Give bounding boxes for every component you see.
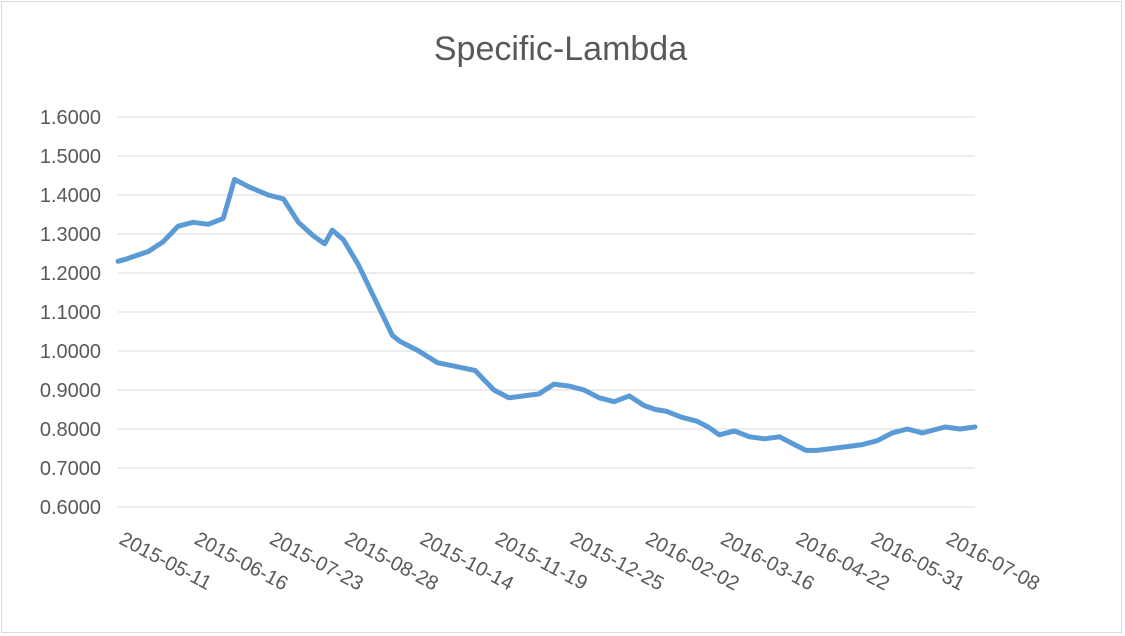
series-group [115,176,978,453]
y-tick-label: 0.8000 [40,419,101,441]
y-tick-label: 0.7000 [40,458,101,480]
chart-title: Specific-Lambda [433,30,688,68]
y-tick-label: 1.1000 [40,302,101,324]
y-tick-label: 0.9000 [40,380,101,402]
y-tick-label: 1.6000 [40,107,101,129]
gridlines [118,116,975,508]
y-tick-label: 1.2000 [40,263,101,285]
y-tick-label: 1.3000 [40,224,101,246]
y-tick-label: 1.4000 [40,185,101,207]
y-tick-labels: 0.6000 0.7000 0.8000 0.9000 1.0000 1.1000 1.20… [40,107,101,519]
series-line-0 [115,176,978,453]
x-tick-labels: 2015-05-112015-06-162015-07-232015-08-28… [116,528,1044,595]
y-tick-label: 1.0000 [40,341,101,363]
y-tick-label: 1.5000 [40,146,101,168]
y-tick-label: 0.6000 [40,497,101,519]
